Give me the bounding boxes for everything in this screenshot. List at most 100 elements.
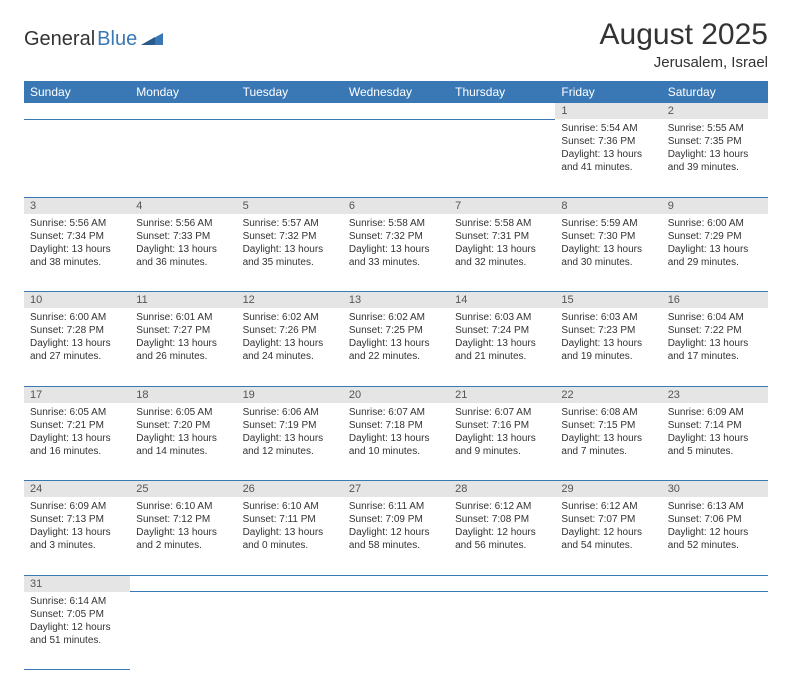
sunset-text: Sunset: 7:35 PM [668,135,762,148]
day-number: 30 [662,481,768,498]
day-number: 31 [24,575,130,592]
sunset-text: Sunset: 7:24 PM [455,324,549,337]
day-number: 24 [24,481,130,498]
sunset-text: Sunset: 7:32 PM [349,230,443,243]
sunset-text: Sunset: 7:21 PM [30,419,124,432]
day-number-row: 17181920212223 [24,386,768,403]
day-number: 18 [130,386,236,403]
day-header: Friday [555,81,661,103]
daylight-text: Daylight: 13 hours and 17 minutes. [668,337,762,363]
day-number: 23 [662,386,768,403]
day-cell: Sunrise: 6:10 AMSunset: 7:12 PMDaylight:… [130,497,236,575]
sunrise-text: Sunrise: 6:09 AM [30,500,124,513]
day-cell: Sunrise: 6:05 AMSunset: 7:21 PMDaylight:… [24,403,130,481]
page-header: General Blue August 2025 Jerusalem, Isra… [24,18,768,71]
day-number [24,103,130,119]
day-number [662,575,768,592]
day-number: 11 [130,292,236,309]
sunrise-text: Sunrise: 6:13 AM [668,500,762,513]
week-row: Sunrise: 5:56 AMSunset: 7:34 PMDaylight:… [24,214,768,292]
day-cell: Sunrise: 6:12 AMSunset: 7:07 PMDaylight:… [555,497,661,575]
sunrise-text: Sunrise: 6:08 AM [561,406,655,419]
sunrise-text: Sunrise: 6:11 AM [349,500,443,513]
sunset-text: Sunset: 7:25 PM [349,324,443,337]
day-cell [449,119,555,197]
day-number: 17 [24,386,130,403]
daylight-text: Daylight: 12 hours and 52 minutes. [668,526,762,552]
sunset-text: Sunset: 7:34 PM [30,230,124,243]
day-header: Saturday [662,81,768,103]
day-number: 20 [343,386,449,403]
daylight-text: Daylight: 13 hours and 27 minutes. [30,337,124,363]
day-cell: Sunrise: 6:02 AMSunset: 7:26 PMDaylight:… [237,308,343,386]
day-cell: Sunrise: 6:11 AMSunset: 7:09 PMDaylight:… [343,497,449,575]
day-cell: Sunrise: 5:54 AMSunset: 7:36 PMDaylight:… [555,119,661,197]
sunrise-text: Sunrise: 5:56 AM [30,217,124,230]
daylight-text: Daylight: 13 hours and 3 minutes. [30,526,124,552]
sunrise-text: Sunrise: 5:54 AM [561,122,655,135]
sunset-text: Sunset: 7:26 PM [243,324,337,337]
sunrise-text: Sunrise: 6:07 AM [455,406,549,419]
day-cell [343,592,449,670]
daylight-text: Daylight: 13 hours and 21 minutes. [455,337,549,363]
daylight-text: Daylight: 13 hours and 22 minutes. [349,337,443,363]
sunrise-text: Sunrise: 5:58 AM [455,217,549,230]
daylight-text: Daylight: 12 hours and 58 minutes. [349,526,443,552]
sunset-text: Sunset: 7:16 PM [455,419,549,432]
day-number: 28 [449,481,555,498]
day-number: 13 [343,292,449,309]
day-header: Sunday [24,81,130,103]
day-number: 4 [130,197,236,214]
daylight-text: Daylight: 13 hours and 26 minutes. [136,337,230,363]
day-cell: Sunrise: 6:04 AMSunset: 7:22 PMDaylight:… [662,308,768,386]
daylight-text: Daylight: 13 hours and 24 minutes. [243,337,337,363]
day-cell: Sunrise: 5:55 AMSunset: 7:35 PMDaylight:… [662,119,768,197]
day-cell: Sunrise: 6:12 AMSunset: 7:08 PMDaylight:… [449,497,555,575]
daylight-text: Daylight: 12 hours and 51 minutes. [30,621,124,647]
day-cell: Sunrise: 6:07 AMSunset: 7:18 PMDaylight:… [343,403,449,481]
sunrise-text: Sunrise: 6:10 AM [243,500,337,513]
day-number: 9 [662,197,768,214]
day-number: 25 [130,481,236,498]
day-number [555,575,661,592]
logo-flag-icon [141,29,163,50]
daylight-text: Daylight: 13 hours and 29 minutes. [668,243,762,269]
sunrise-text: Sunrise: 6:05 AM [30,406,124,419]
day-number: 16 [662,292,768,309]
calendar-table: Sunday Monday Tuesday Wednesday Thursday… [24,81,768,670]
day-cell: Sunrise: 5:56 AMSunset: 7:33 PMDaylight:… [130,214,236,292]
sunset-text: Sunset: 7:31 PM [455,230,549,243]
day-number: 6 [343,197,449,214]
sunset-text: Sunset: 7:23 PM [561,324,655,337]
day-cell: Sunrise: 6:03 AMSunset: 7:24 PMDaylight:… [449,308,555,386]
sunrise-text: Sunrise: 6:00 AM [30,311,124,324]
day-header: Monday [130,81,236,103]
sunrise-text: Sunrise: 5:58 AM [349,217,443,230]
day-number: 2 [662,103,768,119]
day-cell [555,592,661,670]
day-cell [130,119,236,197]
day-number [449,103,555,119]
day-number: 12 [237,292,343,309]
sunrise-text: Sunrise: 5:56 AM [136,217,230,230]
day-cell: Sunrise: 6:14 AMSunset: 7:05 PMDaylight:… [24,592,130,670]
sunset-text: Sunset: 7:36 PM [561,135,655,148]
day-number: 5 [237,197,343,214]
day-number: 29 [555,481,661,498]
sunset-text: Sunset: 7:08 PM [455,513,549,526]
sunset-text: Sunset: 7:27 PM [136,324,230,337]
sunset-text: Sunset: 7:07 PM [561,513,655,526]
sunset-text: Sunset: 7:18 PM [349,419,443,432]
title-location: Jerusalem, Israel [600,54,768,71]
day-cell [237,119,343,197]
day-cell: Sunrise: 5:58 AMSunset: 7:31 PMDaylight:… [449,214,555,292]
daylight-text: Daylight: 13 hours and 30 minutes. [561,243,655,269]
daylight-text: Daylight: 13 hours and 19 minutes. [561,337,655,363]
day-cell [662,592,768,670]
day-number-row: 24252627282930 [24,481,768,498]
sunset-text: Sunset: 7:33 PM [136,230,230,243]
day-cell: Sunrise: 6:01 AMSunset: 7:27 PMDaylight:… [130,308,236,386]
sunset-text: Sunset: 7:06 PM [668,513,762,526]
day-header: Tuesday [237,81,343,103]
day-cell [343,119,449,197]
